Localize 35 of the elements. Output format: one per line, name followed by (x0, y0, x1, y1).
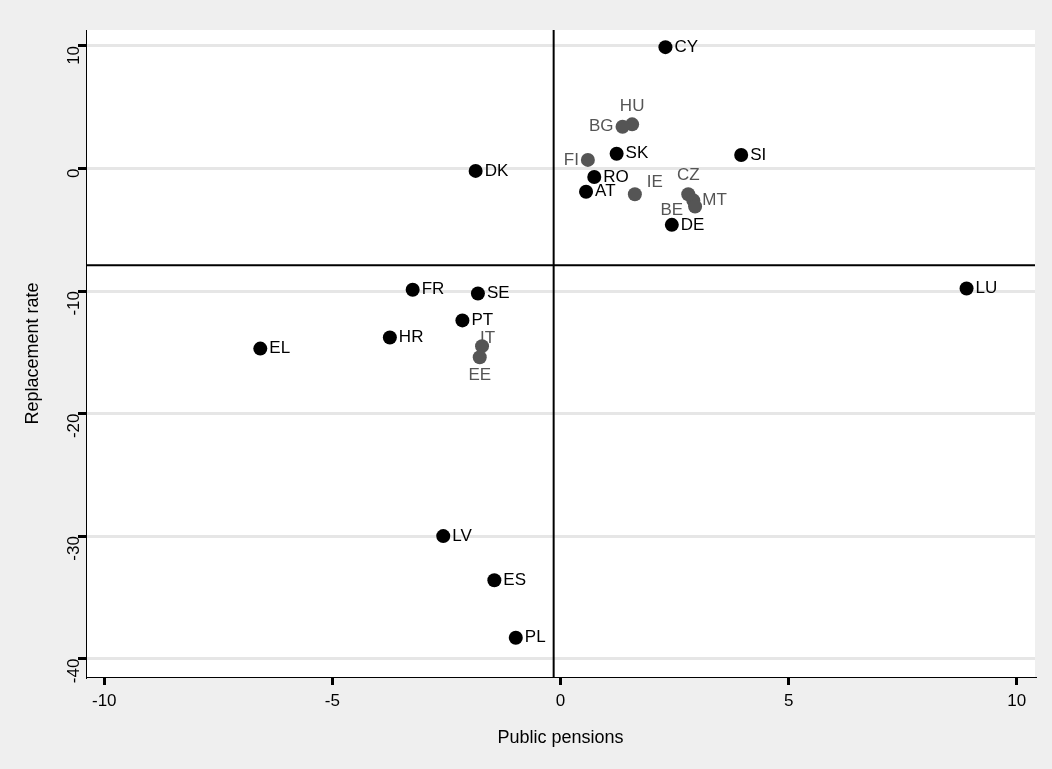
y-tick-label: 0 (63, 168, 83, 178)
y-tick-label: 10 (63, 45, 83, 65)
annotation: EL (269, 338, 291, 358)
annotation: HU (619, 95, 645, 115)
annotation: PL (524, 627, 546, 647)
annotation: AT (595, 181, 616, 201)
x-tick-label: 0 (555, 690, 566, 710)
annotation: SE (486, 283, 510, 303)
annotation: HR (398, 327, 424, 347)
annotation: BG (588, 116, 614, 136)
x-tick-label: -5 (324, 690, 340, 710)
annotation: FR (421, 279, 445, 299)
annotation: DK (484, 160, 509, 180)
annotation: FI (563, 149, 579, 169)
y-tick-label: -30 (63, 536, 83, 561)
x-tick-label: 10 (1007, 690, 1027, 710)
annotation: LU (975, 278, 998, 298)
annotation: CY (674, 36, 699, 56)
annotation: SI (750, 144, 767, 164)
annotation: EE (468, 365, 492, 385)
annotation: ES (503, 569, 527, 589)
y-axis-title: Replacement rate (21, 282, 42, 425)
y-tick-label: -20 (63, 413, 83, 439)
x-tick-label: 5 (783, 690, 794, 710)
annotation: IE (646, 171, 663, 191)
annotation: LV (452, 525, 473, 545)
annotation: SK (625, 143, 649, 163)
annotation: DE (680, 214, 705, 234)
annotation: CZ (676, 165, 700, 185)
y-tick-label: -10 (63, 291, 83, 316)
x-tick-label: -10 (91, 690, 117, 710)
annotation: MT (702, 190, 727, 210)
annotation: PT (471, 310, 494, 330)
x-axis-title: Public pensions (497, 727, 624, 748)
y-tick-label: -40 (63, 658, 83, 684)
